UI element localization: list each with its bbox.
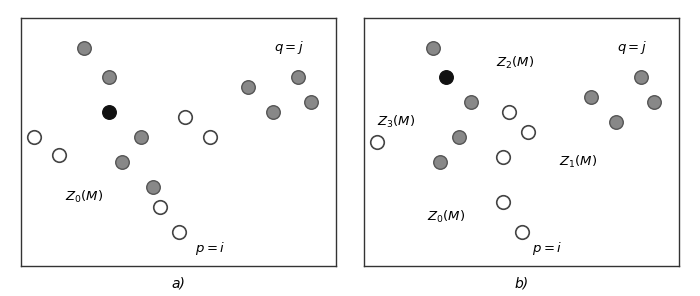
Text: $q=j$: $q=j$: [617, 39, 648, 56]
Text: $Z_1(M)$: $Z_1(M)$: [559, 154, 598, 170]
Point: [267, 110, 279, 115]
Point: [242, 85, 253, 90]
Point: [440, 75, 452, 80]
Point: [585, 95, 596, 100]
Point: [173, 229, 184, 234]
Point: [371, 140, 382, 144]
Text: $Z_0(M)$: $Z_0(M)$: [65, 189, 104, 205]
Point: [135, 135, 146, 139]
Text: a): a): [172, 276, 186, 290]
Point: [154, 204, 165, 209]
Text: $p=i$: $p=i$: [531, 240, 562, 258]
Point: [648, 100, 659, 105]
Point: [204, 135, 216, 139]
Point: [453, 135, 464, 139]
Point: [503, 110, 514, 115]
Point: [428, 45, 439, 50]
Point: [179, 115, 190, 120]
Text: $Z_0(M)$: $Z_0(M)$: [427, 209, 466, 225]
Point: [466, 100, 477, 105]
Point: [522, 130, 533, 134]
Point: [78, 45, 90, 50]
Point: [28, 135, 39, 139]
Text: $p=i$: $p=i$: [195, 240, 225, 258]
Point: [293, 75, 304, 80]
Point: [610, 120, 622, 125]
Point: [116, 160, 127, 164]
Point: [104, 110, 115, 115]
Point: [148, 184, 159, 189]
Text: $q=j$: $q=j$: [274, 39, 304, 56]
Point: [434, 160, 445, 164]
Text: $Z_3(M)$: $Z_3(M)$: [377, 114, 415, 130]
Point: [497, 155, 508, 159]
Point: [305, 100, 316, 105]
Text: b): b): [514, 276, 528, 290]
Text: $Z_2(M)$: $Z_2(M)$: [496, 54, 535, 70]
Point: [53, 152, 64, 157]
Point: [516, 229, 527, 234]
Point: [636, 75, 647, 80]
Point: [497, 200, 508, 204]
Point: [104, 75, 115, 80]
